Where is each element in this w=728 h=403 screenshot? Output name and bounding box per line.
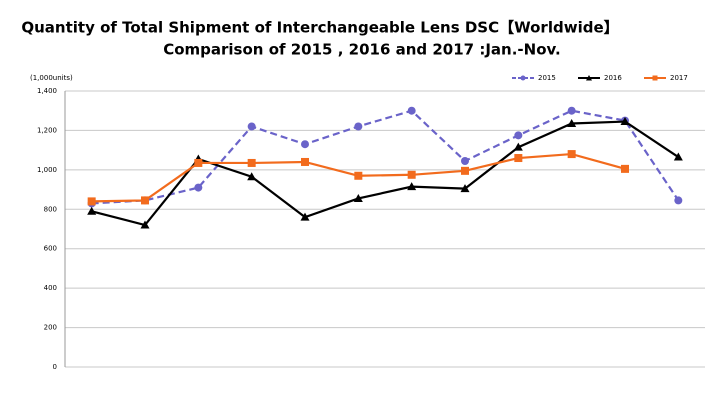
marker [514,131,523,140]
marker [247,122,256,131]
marker [87,197,96,206]
marker [247,172,257,181]
marker [407,182,417,191]
marker [567,150,576,159]
marker [301,140,309,149]
marker [407,106,416,115]
y-tick-label: 400 [44,284,57,292]
marker [513,142,523,151]
chart-subtitle: Comparison of 2015 , 2016 and 2017 :Jan.… [163,41,561,59]
marker [460,184,470,193]
y-tick-label: 600 [44,245,57,253]
marker [354,122,363,131]
marker [674,196,683,205]
y-axis-label: (1,000units) [30,74,73,82]
y-tick-label: 1,200 [37,126,57,134]
y-tick-label: 1,000 [37,166,57,174]
legend-marker [652,75,658,81]
marker [87,206,97,215]
marker [301,157,309,166]
marker [140,220,150,229]
marker [461,166,469,175]
marker [567,106,576,115]
marker [353,193,363,202]
marker [567,119,577,128]
legend-label: 2015 [538,74,556,82]
marker [620,117,630,126]
marker [300,212,310,221]
y-tick-label: 0 [53,363,57,371]
legend-marker [586,75,592,81]
legend-label: 2017 [670,74,688,82]
y-tick-label: 200 [44,324,57,332]
marker [461,156,469,165]
legend-marker [520,75,526,81]
marker [514,154,523,163]
marker [194,158,203,167]
chart-title: Quantity of Total Shipment of Interchang… [21,19,618,37]
marker [194,183,203,192]
marker [141,196,149,205]
marker [673,152,683,161]
marker [407,170,416,179]
marker [621,164,629,173]
legend-label: 2016 [604,74,622,82]
marker [247,158,256,167]
series-line [91,109,680,205]
y-tick-label: 1,400 [37,87,57,95]
marker [354,171,363,180]
y-tick-label: 800 [44,205,57,213]
